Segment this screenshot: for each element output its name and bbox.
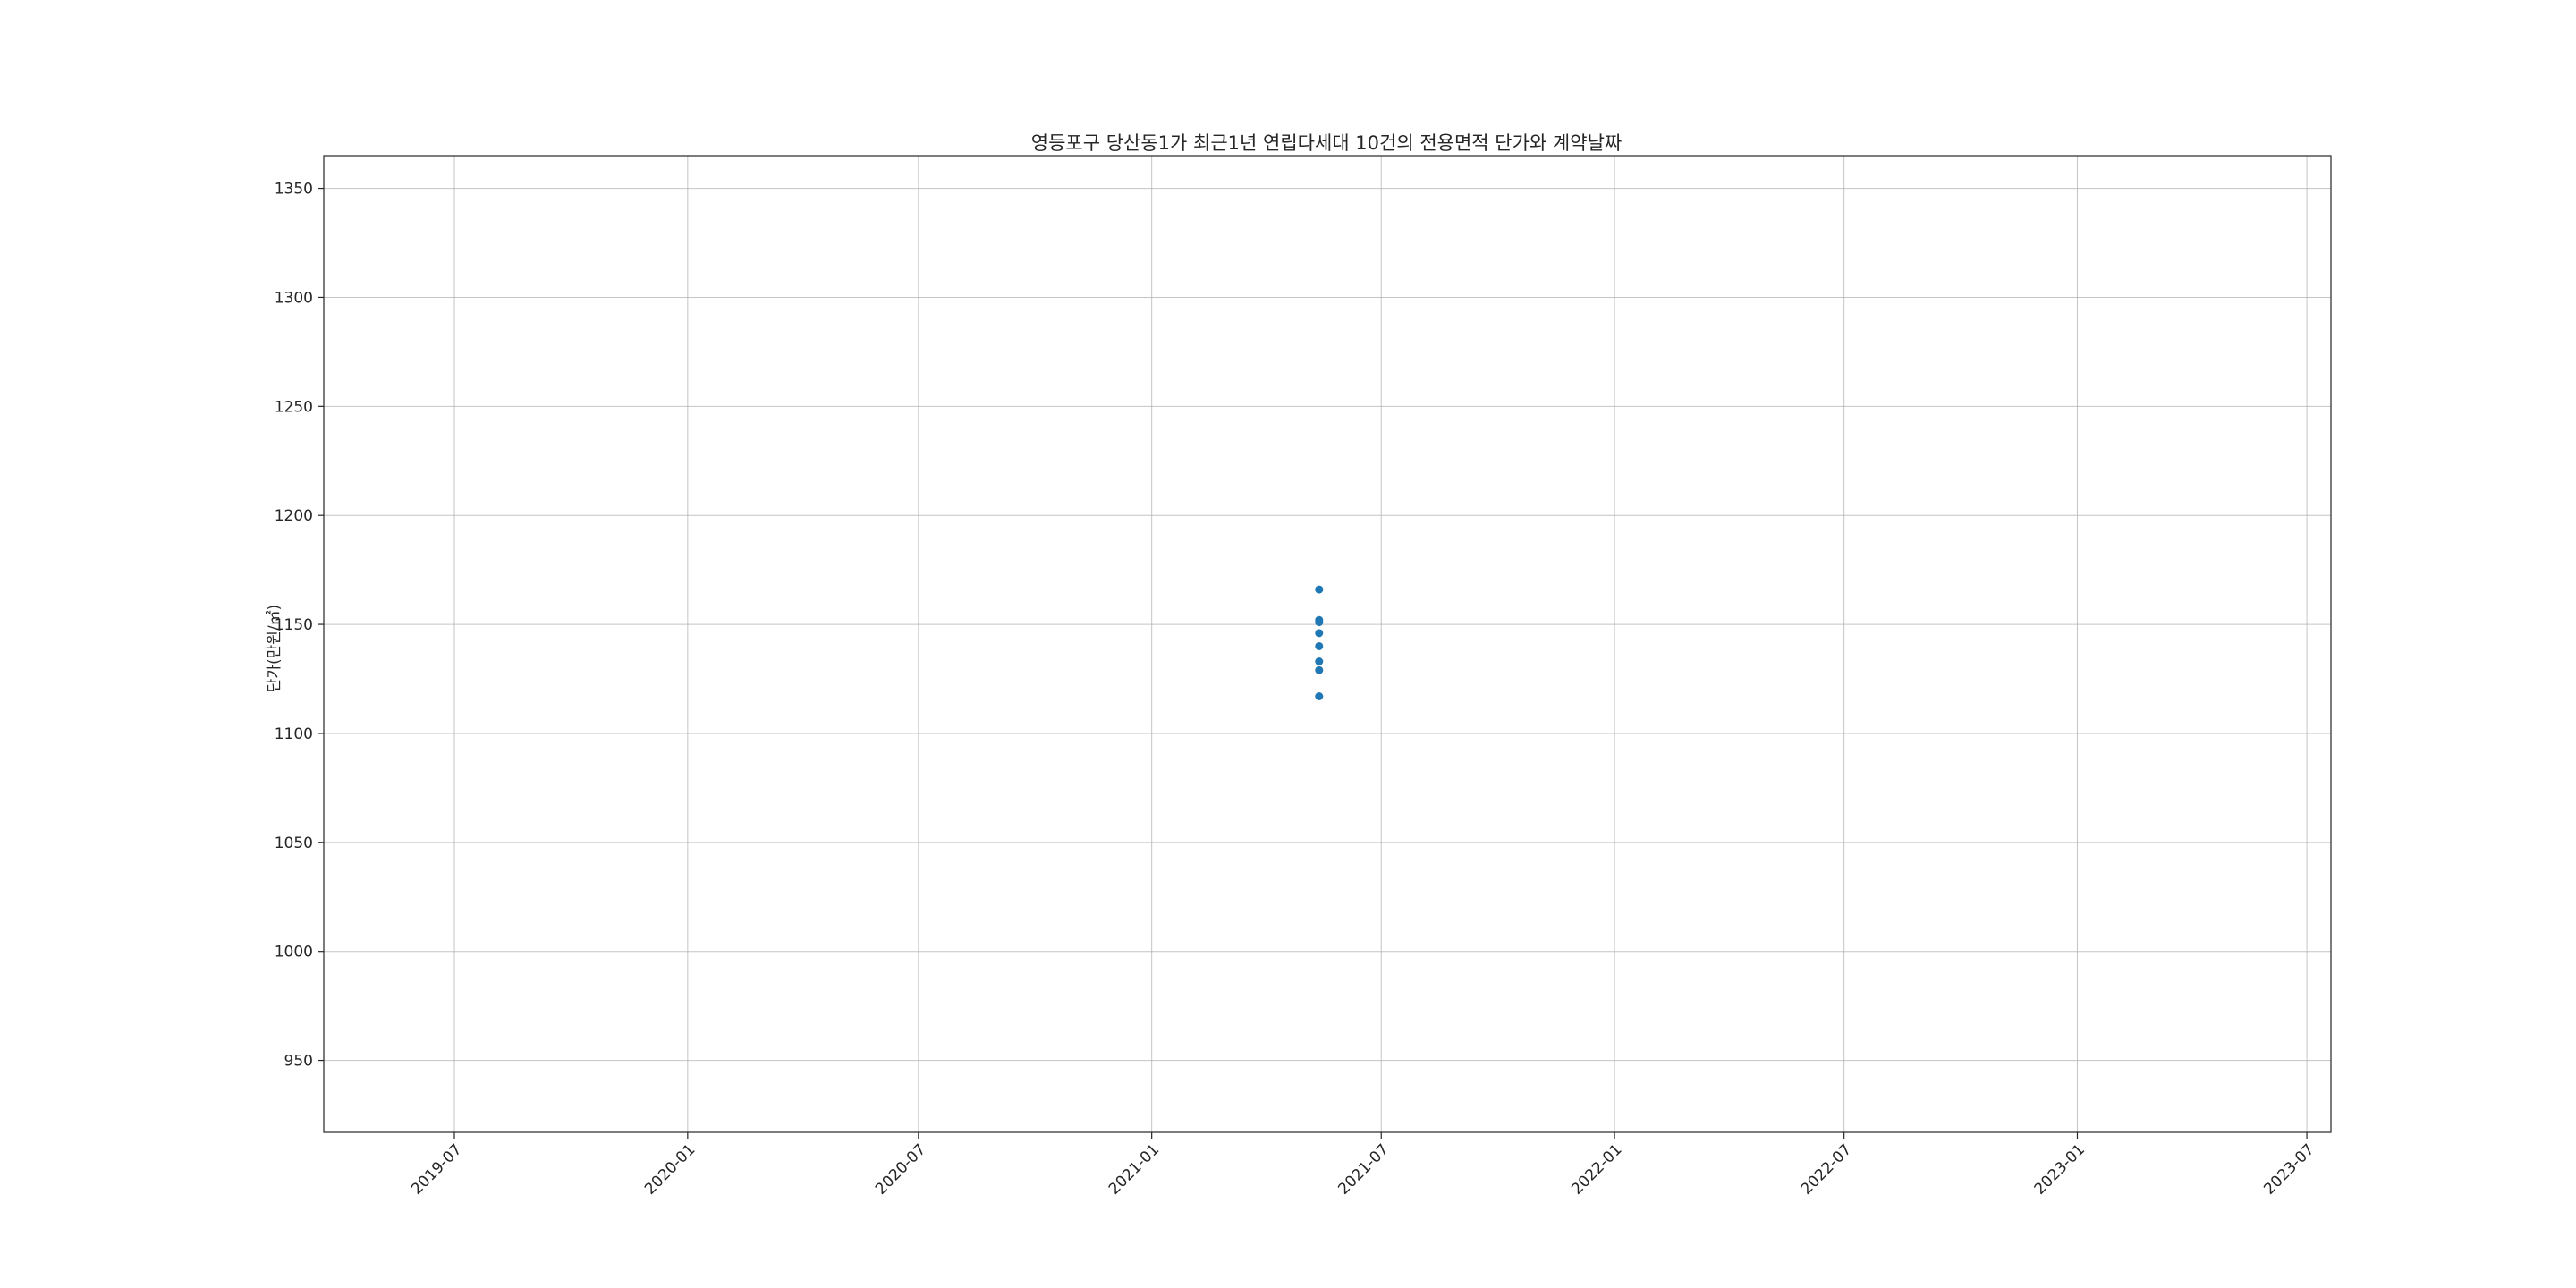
y-tick-label: 1300 — [275, 289, 313, 307]
y-tick-label: 1150 — [275, 616, 313, 634]
x-axis-ticks: 2019-07 2020-01 2020-07 2021-01 2021-07 2022-… — [408, 1132, 2318, 1199]
y-axis-ticks: 950 1000 1050 1100 1150 1200 1250 1300 1350 — [275, 181, 324, 1071]
x-tick-label: 2023-01 — [2031, 1140, 2089, 1198]
data-point — [1315, 618, 1324, 627]
y-tick-label: 1050 — [275, 835, 313, 852]
x-tick-label: 2023-07 — [2260, 1140, 2318, 1198]
y-tick-label: 1100 — [275, 725, 313, 743]
x-tick-label: 2021-07 — [1335, 1140, 1392, 1198]
y-tick-label: 950 — [284, 1053, 313, 1071]
data-points — [1315, 585, 1324, 700]
x-tick-label: 2020-01 — [641, 1140, 699, 1198]
x-tick-label: 2021-01 — [1106, 1140, 1163, 1198]
x-tick-label: 2020-07 — [872, 1140, 929, 1198]
data-point — [1315, 692, 1324, 700]
x-tick-label: 2022-01 — [1568, 1140, 1625, 1198]
data-point — [1315, 657, 1324, 665]
y-tick-label: 1250 — [275, 398, 313, 416]
data-point — [1315, 585, 1324, 594]
grid-lines — [324, 156, 2331, 1132]
x-tick-label: 2022-07 — [1798, 1140, 1855, 1198]
data-point — [1315, 641, 1324, 650]
data-point — [1315, 629, 1324, 638]
y-axis-label: 단가(만원/㎡) — [266, 605, 284, 693]
plot-frame — [323, 155, 2332, 1133]
y-tick-label: 1350 — [275, 181, 313, 199]
data-point — [1315, 665, 1324, 674]
y-tick-label: 1200 — [275, 507, 313, 525]
y-tick-label: 1000 — [275, 944, 313, 962]
chart-title: 영등포구 당산동1가 최근1년 연립다세대 10건의 전용면적 단가와 계약날짜 — [1031, 132, 1622, 154]
x-tick-label: 2019-07 — [408, 1140, 465, 1198]
